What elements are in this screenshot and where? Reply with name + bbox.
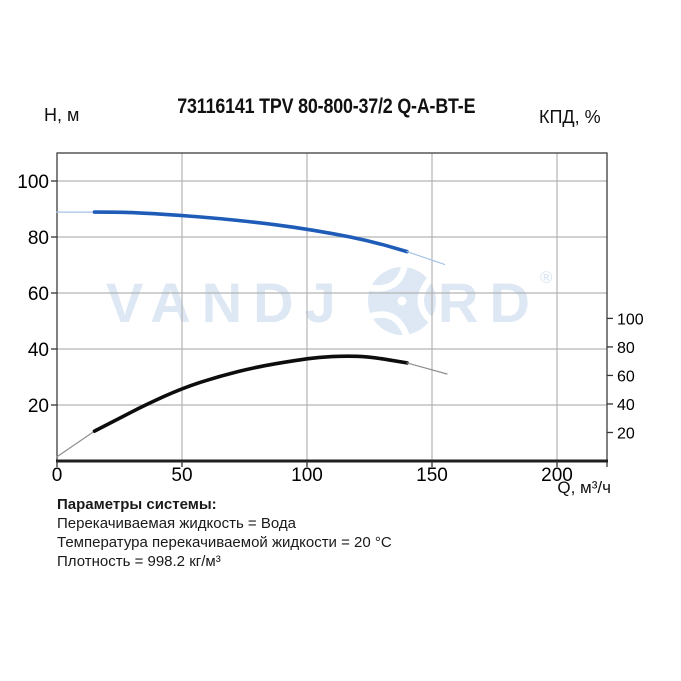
registered-trademark-icon: ® — [540, 268, 553, 287]
plot-frame — [56, 152, 608, 467]
impeller-blade — [417, 278, 433, 323]
page-title: 73116141 TPV 80-800-37/2 Q-A-BT-E — [0, 95, 652, 119]
axis-tick-labels: 20 40 60 80 100 20 40 60 80 100 0 50 100 150 200 — [17, 172, 644, 486]
left-axis-unit-label: Н, м — [44, 105, 80, 125]
system-parameters: Параметры системы: Перекачиваемая жидкос… — [57, 495, 392, 571]
left-tick-label-60: 60 — [28, 284, 49, 305]
right-tick-label-60: 60 — [617, 368, 635, 385]
page-title-text: 73116141 TPV 80-800-37/2 Q-A-BT-E — [176, 95, 476, 118]
right-tick-label-40: 40 — [617, 397, 635, 414]
bottom-tick-label-150: 150 — [416, 465, 448, 486]
right-tick-label-80: 80 — [617, 340, 635, 357]
right-axis-unit-label: КПД, % — [539, 107, 601, 127]
left-tick-label-40: 40 — [28, 340, 49, 361]
impeller-blade — [368, 264, 408, 292]
watermark-text-right: RD — [438, 271, 541, 334]
impeller-blade — [369, 311, 409, 337]
param-line-density: Плотность = 998.2 кг/м³ — [57, 553, 221, 570]
head-H-curve-thin-end — [406, 251, 446, 265]
bottom-tick-label-200: 200 — [541, 465, 573, 486]
param-line-liquid: Перекачиваемая жидкость = Вода — [57, 515, 296, 532]
system-parameters-heading: Параметры системы: — [57, 496, 217, 513]
bottom-tick-label-100: 100 — [291, 465, 323, 486]
efficiency-KPD-curve-thin-start — [56, 430, 96, 458]
x-axis-unit-label: Q, м³/ч — [557, 478, 611, 497]
right-tick-label-20: 20 — [617, 425, 635, 442]
right-tick-label-100: 100 — [617, 311, 644, 328]
left-tick-label-100: 100 — [17, 172, 49, 193]
vandjord-watermark: VANDJ RD ® — [106, 264, 553, 337]
efficiency-KPD-curve-thin-end — [406, 362, 448, 375]
head-H-curve — [92, 210, 409, 254]
curves — [56, 210, 448, 458]
impeller-hub — [397, 296, 407, 306]
param-line-temperature: Температура перекачиваемой жидкости = 20… — [57, 534, 392, 551]
bottom-tick-label-50: 50 — [171, 465, 192, 486]
bottom-tick-label-0: 0 — [52, 465, 63, 486]
left-tick-label-20: 20 — [28, 396, 49, 417]
impeller-icon — [368, 264, 436, 337]
efficiency-KPD-curve — [92, 354, 409, 433]
watermark-text-left: VANDJ — [106, 271, 347, 334]
axis-ticks — [51, 180, 613, 467]
left-tick-label-80: 80 — [28, 228, 49, 249]
